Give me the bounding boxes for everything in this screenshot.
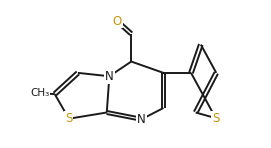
Text: S: S [65, 112, 73, 125]
Text: S: S [212, 112, 220, 125]
Text: CH₃: CH₃ [30, 88, 49, 98]
Text: N: N [137, 113, 146, 126]
Text: N: N [105, 70, 114, 83]
Text: O: O [112, 15, 122, 28]
